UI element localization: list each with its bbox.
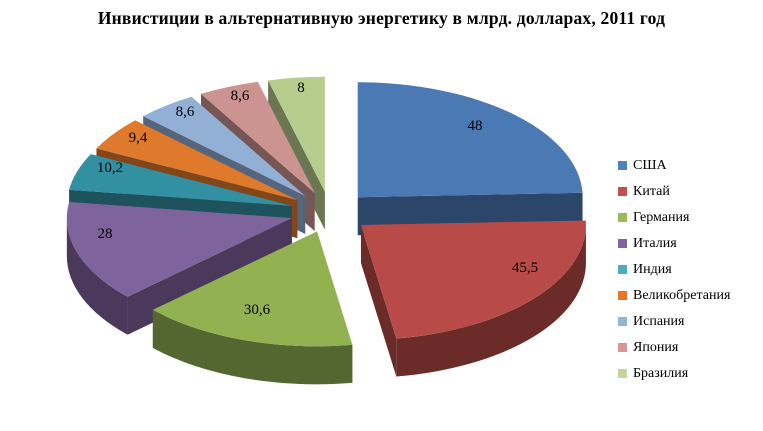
pie-slice-Италия: [66, 201, 292, 297]
pie-slice-Япония: [201, 81, 315, 194]
legend: США Китай Германия Италия Индия Великобр…: [618, 158, 730, 382]
legend-swatch: [618, 317, 627, 326]
legend-item-japan: Япония: [618, 340, 730, 356]
legend-label: Великобретания: [633, 288, 731, 303]
legend-label: Япония: [633, 340, 679, 355]
pie-slice-Китай: [360, 220, 586, 339]
legend-label: Испания: [633, 314, 685, 329]
legend-swatch: [618, 239, 627, 248]
legend-item-brazil: Бразилия: [618, 366, 730, 382]
legend-swatch: [618, 265, 627, 274]
pie-value-label: 28: [98, 226, 113, 242]
pie-slice-Германия: [152, 231, 353, 347]
pie-slice-Великобретания: [96, 120, 298, 201]
legend-label: США: [633, 158, 667, 173]
pie-slice-Испания: [143, 96, 306, 196]
pie-value-label: 45,5: [512, 260, 538, 276]
legend-label: Бразилия: [633, 366, 689, 381]
legend-label: Италия: [633, 236, 677, 251]
pie-slice-side: [66, 218, 128, 335]
pie-slice-side: [152, 309, 353, 385]
legend-item-usa: США: [618, 158, 730, 174]
legend-label: Китай: [633, 184, 670, 199]
legend-label: Индия: [633, 262, 672, 277]
legend-item-china: Китай: [618, 184, 730, 200]
legend-item-germany: Германия: [618, 210, 730, 226]
legend-swatch: [618, 291, 627, 300]
pie-value-label: 8: [297, 80, 305, 96]
legend-swatch: [618, 187, 627, 196]
pie-slice-США: [357, 82, 583, 198]
pie-value-label: 48: [468, 118, 483, 134]
chart-title: Инвистиции в альтернативную энергетику в…: [97, 8, 666, 28]
legend-item-spain: Испания: [618, 314, 730, 330]
pie-value-label: 10,2: [97, 160, 123, 176]
pie-slice-Бразилия: [268, 76, 325, 192]
pie-value-label: 9,4: [129, 130, 148, 146]
legend-swatch: [618, 161, 627, 170]
pie-slice-side: [396, 224, 586, 377]
legend-item-uk: Великобретания: [618, 288, 730, 304]
legend-swatch: [618, 343, 627, 352]
legend-item-italy: Италия: [618, 236, 730, 252]
pie-slice-side: [360, 224, 397, 377]
legend-swatch: [618, 213, 627, 222]
legend-item-india: Индия: [618, 262, 730, 278]
pie-slice-Индия: [69, 154, 292, 206]
legend-swatch: [618, 369, 627, 378]
pie-value-label: 8,6: [176, 104, 195, 120]
pie-value-label: 8,6: [231, 88, 250, 104]
pie-value-label: 30,6: [244, 302, 271, 318]
legend-label: Германия: [633, 210, 690, 225]
